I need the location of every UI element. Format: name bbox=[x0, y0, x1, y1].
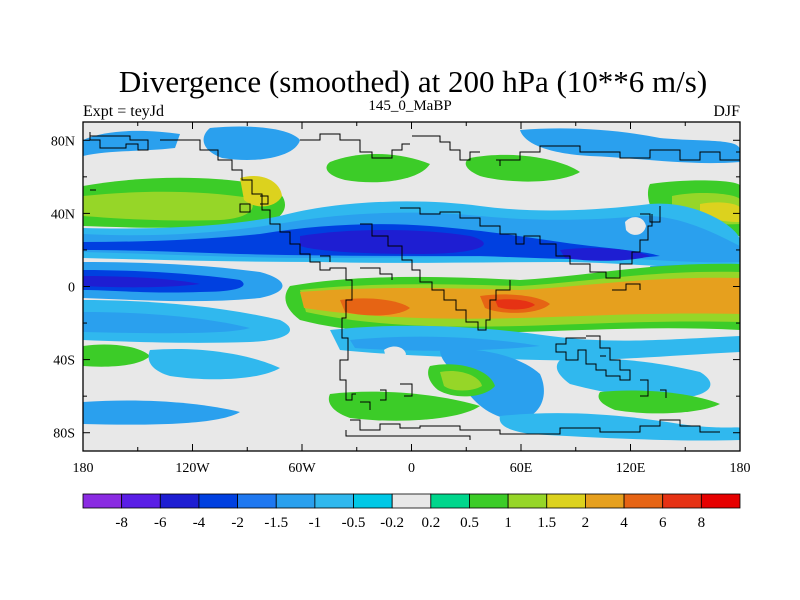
y-tick-label: 80N bbox=[51, 134, 75, 149]
colorbar-label: 8 bbox=[698, 515, 706, 531]
colorbar-swatch bbox=[198, 493, 238, 509]
colorbar-label: -0.5 bbox=[342, 515, 366, 531]
field-region bbox=[384, 346, 406, 362]
colorbar-swatch bbox=[546, 493, 586, 509]
colorbar-label: -0.2 bbox=[380, 515, 404, 531]
colorbar-swatch bbox=[469, 493, 509, 509]
colorbar-swatch bbox=[82, 493, 123, 509]
field-region bbox=[625, 217, 646, 235]
x-tick-label: 180 bbox=[730, 461, 751, 476]
colorbar-label: 1 bbox=[504, 515, 512, 531]
colorbar-swatch bbox=[391, 493, 432, 509]
colorbar-label: -8 bbox=[115, 515, 128, 531]
field-region bbox=[598, 390, 720, 414]
colorbar-label: -4 bbox=[193, 515, 206, 531]
subtitle-left: Expt = teyJd bbox=[83, 103, 164, 120]
field-region bbox=[560, 248, 650, 261]
colorbar bbox=[82, 493, 741, 509]
field-region bbox=[83, 400, 240, 425]
coastlines bbox=[89, 132, 740, 440]
colorbar-swatch bbox=[314, 493, 354, 509]
x-tick-label: 120W bbox=[175, 461, 210, 476]
field-region bbox=[326, 153, 430, 183]
subtitle-center: 145_0_MaBP bbox=[368, 98, 451, 114]
colorbar-label: -1 bbox=[309, 515, 322, 531]
y-tick-label: 0 bbox=[68, 281, 75, 296]
field-region bbox=[83, 312, 250, 334]
colorbar-label: -1.5 bbox=[264, 515, 288, 531]
field-region bbox=[520, 128, 740, 164]
chart-title: Divergence (smoothed) at 200 hPa (10**6 … bbox=[119, 64, 707, 99]
colorbar-swatch bbox=[662, 493, 702, 509]
field-region bbox=[328, 391, 480, 421]
field-region bbox=[83, 191, 253, 221]
axis-ticks bbox=[82, 122, 741, 451]
colorbar-label: -6 bbox=[154, 515, 167, 531]
x-tick-label: 180 bbox=[73, 461, 94, 476]
field-region bbox=[495, 299, 535, 310]
field-region bbox=[300, 230, 484, 254]
field-region bbox=[83, 344, 150, 367]
field-region bbox=[203, 126, 300, 160]
x-axis-labels: 180 120W 60W 0 60E 120E 180 bbox=[73, 461, 751, 476]
x-tick-label: 60W bbox=[288, 461, 316, 476]
colorbar-swatch bbox=[275, 493, 316, 509]
colorbar-label: 4 bbox=[620, 515, 628, 531]
colorbar-swatch bbox=[121, 493, 161, 509]
colorbar-swatch bbox=[237, 493, 277, 509]
colorbar-labels: -8 -6 -4 -2 -1.5 -1 -0.5 -0.2 0.2 0.5 1 1.5 2 4 6 8 bbox=[115, 515, 705, 531]
colorbar-label: 1.5 bbox=[537, 515, 556, 531]
colorbar-label: -2 bbox=[231, 515, 244, 531]
colorbar-swatch bbox=[159, 493, 200, 509]
field-region bbox=[440, 370, 482, 391]
colorbar-label: 2 bbox=[582, 515, 590, 531]
colorbar-label: 0.2 bbox=[421, 515, 440, 531]
y-tick-label: 40S bbox=[53, 354, 75, 369]
field-region bbox=[83, 130, 180, 156]
y-axis-labels: 80N 40N 0 40S 80S bbox=[51, 134, 75, 441]
colorbar-swatch bbox=[507, 493, 548, 509]
colorbar-swatch bbox=[623, 493, 664, 509]
field-region bbox=[240, 176, 282, 207]
x-tick-label: 0 bbox=[408, 461, 415, 476]
field-region bbox=[330, 325, 740, 361]
field-region bbox=[465, 154, 580, 182]
colorbar-swatch bbox=[353, 493, 393, 509]
subtitle-right: DJF bbox=[713, 103, 740, 120]
field-region bbox=[83, 276, 200, 288]
field-region bbox=[148, 348, 280, 380]
colorbar-swatch bbox=[430, 493, 470, 509]
y-tick-label: 80S bbox=[53, 427, 75, 442]
field-region bbox=[340, 298, 410, 316]
colorbar-label: 0.5 bbox=[460, 515, 479, 531]
map-plot-area bbox=[83, 122, 740, 451]
field-region bbox=[556, 358, 711, 399]
colorbar-swatch bbox=[585, 493, 625, 509]
x-tick-label: 60E bbox=[510, 461, 533, 476]
colorbar-swatch bbox=[700, 493, 741, 509]
colorbar-label: 6 bbox=[659, 515, 667, 531]
x-tick-label: 120E bbox=[616, 461, 646, 476]
y-tick-label: 40N bbox=[51, 207, 75, 222]
